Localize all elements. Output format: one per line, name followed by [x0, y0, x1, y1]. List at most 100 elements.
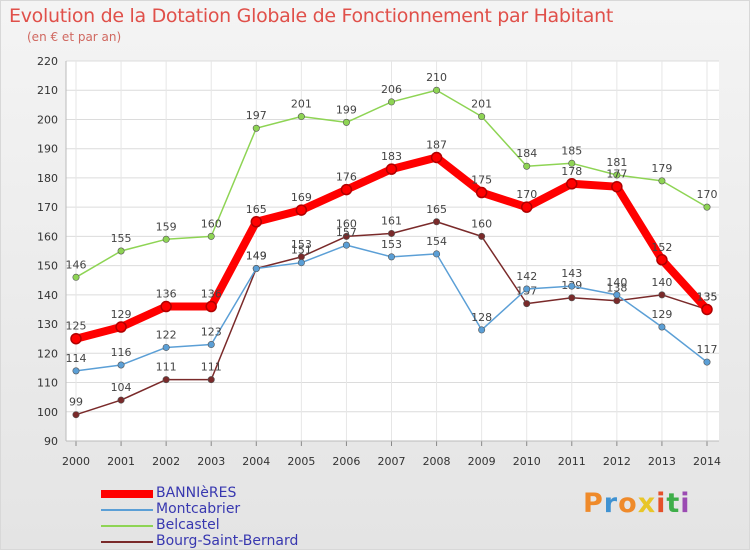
y-tick-label: 190: [37, 143, 58, 156]
x-tick-label: 2011: [558, 455, 586, 468]
chart-subtitle: (en € et par an): [27, 30, 122, 44]
data-label: 104: [111, 381, 132, 394]
data-point: [658, 177, 666, 185]
brand-letter: i: [680, 488, 691, 519]
data-point: [207, 232, 215, 240]
data-point: [523, 285, 531, 293]
data-label: 161: [381, 214, 402, 227]
data-label: 136: [156, 288, 177, 301]
legend-label: Bourg-Saint-Bernard: [156, 533, 299, 549]
legend-swatch: [101, 525, 153, 527]
data-point: [568, 294, 576, 302]
legend-swatch: [101, 490, 153, 498]
data-point: [703, 203, 711, 211]
data-label: 116: [111, 346, 132, 359]
brand-logo: Proxiti: [583, 488, 691, 519]
data-label: 165: [246, 203, 267, 216]
data-point: [252, 124, 260, 132]
data-point: [162, 235, 170, 243]
data-label: 197: [246, 109, 267, 122]
data-point: [72, 273, 80, 281]
data-label: 160: [471, 217, 492, 230]
data-point: [72, 367, 80, 375]
legend-swatch: [101, 541, 153, 543]
data-label: 136: [201, 288, 222, 301]
data-label: 201: [471, 98, 492, 111]
data-label: 143: [561, 267, 582, 280]
legend-label: Montcabrier: [156, 501, 241, 517]
y-tick-label: 150: [37, 260, 58, 273]
data-point: [162, 343, 170, 351]
data-label: 179: [651, 162, 672, 175]
data-point: [117, 247, 125, 255]
data-point: [568, 282, 576, 290]
data-point: [478, 113, 486, 121]
y-tick-label: 200: [37, 113, 58, 126]
y-tick-label: 210: [37, 84, 58, 97]
data-point: [387, 229, 395, 237]
data-point: [523, 162, 531, 170]
chart-title: Evolution de la Dotation Globale de Fonc…: [9, 5, 614, 27]
data-point: [387, 98, 395, 106]
legend-swatch: [101, 509, 153, 511]
data-point: [160, 300, 172, 313]
data-label: 140: [606, 276, 627, 289]
data-label: 142: [516, 270, 537, 283]
legend-label: BANNIèRES: [156, 485, 237, 501]
y-tick-label: 130: [37, 318, 58, 331]
data-label: 183: [381, 150, 402, 163]
data-label: 146: [66, 258, 87, 271]
data-label: 135: [697, 290, 718, 303]
y-tick-label: 110: [37, 377, 58, 390]
legend-item: Montcabrier: [101, 501, 381, 518]
data-label: 157: [336, 226, 357, 239]
data-label: 149: [246, 250, 267, 263]
data-point: [70, 332, 82, 345]
data-point: [117, 361, 125, 369]
brand-letter: x: [637, 488, 657, 519]
data-point: [701, 303, 713, 316]
data-label: 129: [111, 308, 132, 321]
data-point: [478, 326, 486, 334]
data-point: [433, 218, 441, 226]
legend-label: Belcastel: [156, 517, 220, 533]
data-label: 185: [561, 144, 582, 157]
x-tick-label: 2010: [513, 455, 541, 468]
plot-area: [66, 61, 719, 441]
data-point: [250, 216, 263, 228]
data-point: [433, 86, 441, 94]
data-point: [205, 300, 217, 313]
data-label: 153: [291, 238, 312, 251]
data-point: [658, 291, 666, 299]
data-label: 199: [336, 103, 357, 116]
data-point: [478, 232, 486, 240]
data-label: 175: [471, 174, 492, 187]
data-point: [117, 396, 125, 404]
data-label: 122: [156, 328, 177, 341]
x-tick-label: 2002: [152, 455, 180, 468]
data-label: 201: [291, 98, 312, 111]
data-label: 206: [381, 83, 402, 96]
data-label: 160: [201, 217, 222, 230]
legend-item: BANNIèRES: [101, 485, 381, 502]
y-tick-label: 140: [37, 289, 58, 302]
data-label: 210: [426, 71, 447, 84]
data-label: 153: [381, 238, 402, 251]
data-point: [297, 259, 305, 267]
x-tick-label: 2000: [62, 455, 90, 468]
data-label: 152: [651, 241, 672, 254]
data-label: 187: [426, 138, 447, 151]
x-tick-label: 2012: [603, 455, 631, 468]
x-tick-label: 2005: [287, 455, 315, 468]
brand-letter: t: [666, 488, 681, 519]
data-point: [658, 323, 666, 331]
data-point: [297, 113, 305, 121]
data-point: [613, 171, 621, 179]
y-tick-label: 100: [37, 406, 58, 419]
data-point: [475, 186, 488, 199]
data-point: [611, 180, 623, 193]
legend: BANNIèRES Montcabrier Belcastel Bourg-Saint…: [101, 485, 381, 550]
data-point: [520, 201, 533, 213]
data-label: 99: [69, 396, 83, 409]
